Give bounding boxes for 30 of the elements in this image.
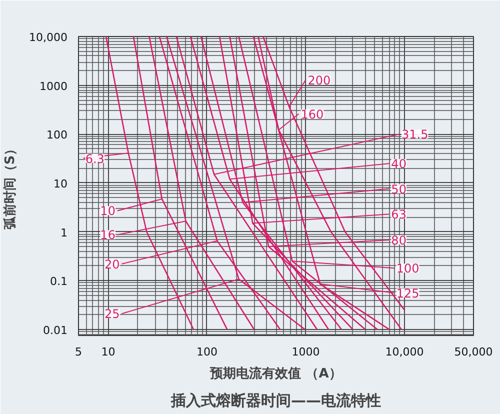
x-axis-title: 预期电流有效值 （A） [209,366,342,382]
y-tick-label: 10,000 [29,31,68,44]
series-label: 6.3 [85,152,104,166]
text: 125 [396,286,420,300]
y-tick-label: 100 [46,128,68,142]
y-tick-label: 0.01 [43,324,68,337]
text: 25 [104,307,120,322]
text: 插入式熔断器时间——电流特性 [170,392,381,410]
text: 16 [100,228,116,242]
y-tick-label: 1000 [40,80,68,93]
y-axis-title: 弧前时间（S） [3,142,18,230]
x-tick-label: 100 [196,346,218,358]
text: 63 [391,208,406,222]
y-tick-label: 10 [54,177,68,190]
text: 50 [391,182,406,196]
text: 200 [308,73,331,88]
text: 10 [100,204,116,218]
text: 31.5 [401,128,428,142]
text: 80 [391,233,406,248]
x-tick-label: 10,000 [385,346,424,358]
x-tick-label: 50,000 [454,346,493,358]
text: 100 [396,262,420,276]
legend-label: 160 [300,107,324,122]
text: 40 [391,157,406,172]
x-tick-label: 1000 [292,346,320,358]
x-tick-label: 5 [75,346,82,358]
y-tick-label: 0.1 [50,275,68,288]
text: 20 [104,257,120,272]
x-tick-label: 10 [101,346,116,358]
y-tick-label: 1 [60,226,68,240]
